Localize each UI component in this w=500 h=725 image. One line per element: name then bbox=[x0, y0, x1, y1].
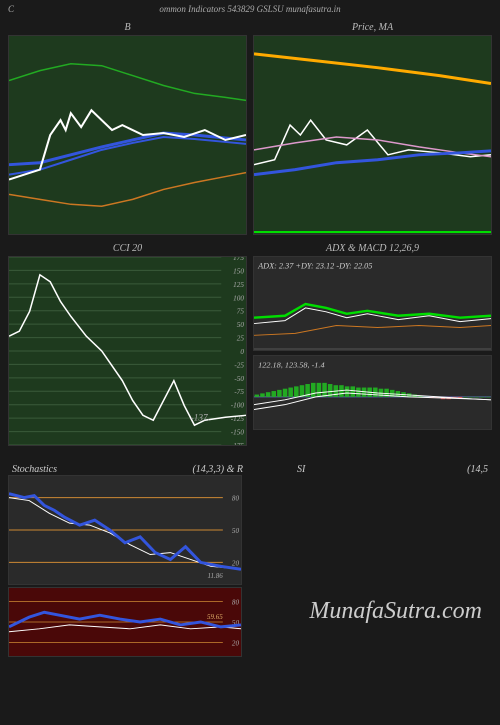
price-ma-panel: Price, MA bbox=[253, 18, 492, 235]
macd-chart: 122.18, 123.58, -1.4 bbox=[253, 355, 492, 430]
svg-text:-25: -25 bbox=[234, 362, 244, 370]
stochastics-panel: 80 50 20 11.86 80 50 20 59.65 bbox=[8, 475, 242, 657]
svg-text:11.86: 11.86 bbox=[207, 572, 223, 580]
svg-text:50: 50 bbox=[237, 321, 245, 329]
svg-text:59.65: 59.65 bbox=[207, 614, 223, 621]
stoch-title-right: (14,5 bbox=[467, 464, 488, 475]
svg-text:-100: -100 bbox=[231, 402, 245, 410]
adx-chart: ADX: 2.37 +DY: 23.12 -DY: 22.05 bbox=[253, 256, 492, 351]
page-header: C ommon Indicators 543829 GSLSU munafasu… bbox=[0, 0, 500, 18]
svg-text:150: 150 bbox=[233, 268, 244, 276]
price-ma-chart bbox=[253, 35, 492, 235]
adx-macd-panel: ADX & MACD 12,26,9 ADX: 2.37 +DY: 23.12 … bbox=[253, 239, 492, 446]
stoch-title-mid: SI bbox=[297, 464, 305, 475]
svg-text:122.18, 123.58, -1.4: 122.18, 123.58, -1.4 bbox=[258, 361, 324, 370]
stoch-title-left: Stochastics bbox=[12, 464, 57, 475]
svg-text:ADX: 2.37 +DY: 23.12 -DY: 22.: ADX: 2.37 +DY: 23.12 -DY: 22.05 bbox=[257, 262, 372, 271]
watermark-text: MunafaSutra.com bbox=[309, 598, 482, 625]
stoch-title-center: (14,3,3) & R bbox=[192, 464, 243, 475]
svg-text:-75: -75 bbox=[234, 388, 244, 396]
svg-text:75: 75 bbox=[237, 308, 245, 316]
stochastics-upper-chart: 80 50 20 11.86 bbox=[8, 475, 242, 585]
svg-text:80: 80 bbox=[232, 495, 240, 503]
bollinger-chart bbox=[8, 35, 247, 235]
svg-text:-50: -50 bbox=[234, 375, 244, 383]
row-3: 80 50 20 11.86 80 50 20 59.65 bbox=[0, 475, 500, 657]
cci-panel: CCI 20 175 150 125 100 75 50 25 0 -25 -50 -75 -100 -… bbox=[8, 239, 247, 446]
svg-text:100: 100 bbox=[233, 294, 244, 302]
cci-chart: 1751501251007550250-25-50-75-100-125-150… bbox=[8, 256, 247, 446]
svg-text:-137.: -137. bbox=[191, 412, 210, 422]
svg-text:-150: -150 bbox=[231, 429, 245, 437]
svg-text:80: 80 bbox=[232, 600, 240, 607]
svg-text:20: 20 bbox=[232, 640, 240, 647]
header-title: ommon Indicators 543829 GSLSU munafasutr… bbox=[159, 4, 340, 14]
bollinger-title: B bbox=[8, 18, 247, 35]
watermark-area bbox=[248, 475, 492, 657]
stochastics-lower-chart: 80502059.65 bbox=[8, 587, 242, 657]
svg-text:-175: -175 bbox=[231, 442, 245, 445]
row-2: CCI 20 175 150 125 100 75 50 25 0 -25 -50 -75 -100 -… bbox=[0, 239, 500, 446]
row-3-titles: Stochastics (14,3,3) & R SI (14,5 bbox=[0, 464, 500, 475]
svg-text:175: 175 bbox=[233, 257, 244, 262]
cci-title: CCI 20 bbox=[8, 239, 247, 256]
bollinger-panel: B bbox=[8, 18, 247, 235]
price-ma-title: Price, MA bbox=[253, 18, 492, 35]
svg-text:50: 50 bbox=[232, 527, 240, 535]
svg-text:125: 125 bbox=[233, 281, 244, 289]
svg-text:20: 20 bbox=[232, 559, 240, 567]
svg-text:0: 0 bbox=[240, 348, 244, 356]
header-left-char: C bbox=[8, 4, 14, 14]
adx-macd-title: ADX & MACD 12,26,9 bbox=[253, 239, 492, 256]
row-1: B Price, MA bbox=[0, 18, 500, 235]
svg-text:25: 25 bbox=[237, 335, 245, 343]
